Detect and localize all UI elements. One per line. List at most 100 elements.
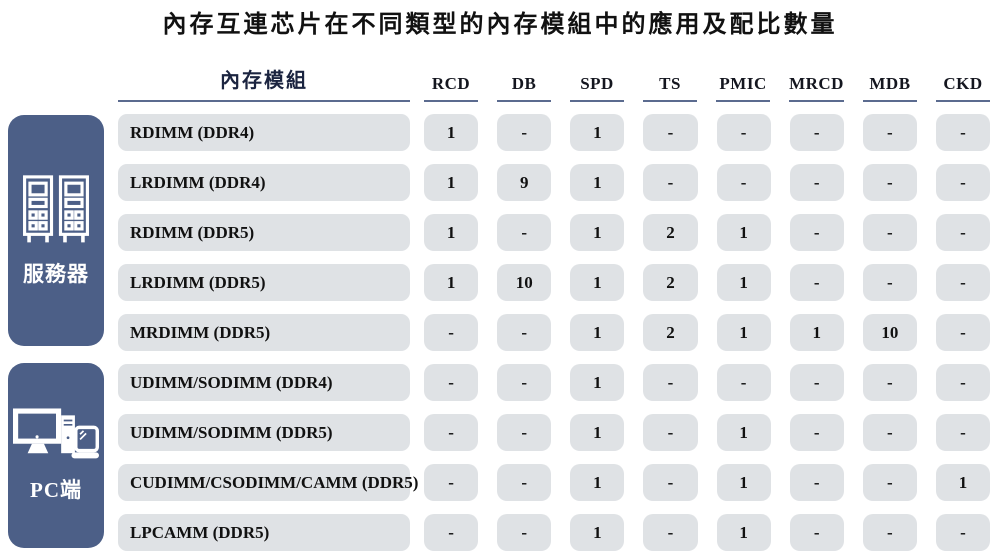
value-cell: -	[935, 114, 990, 151]
value-cell: -	[862, 214, 917, 251]
value-cell: -	[497, 214, 552, 251]
value-cell: -	[497, 114, 552, 151]
value-cell: 1	[570, 264, 625, 301]
table-rows: RDIMM (DDR4) 1-1- - - - - LRDIMM (DDR4) 1 9 1- - - -…	[118, 114, 990, 551]
value-cell: -	[497, 364, 552, 401]
row-cells: --1-1---	[424, 414, 990, 451]
value-cell: 1	[716, 214, 771, 251]
value-cell: -	[424, 364, 479, 401]
module-label: MRDIMM (DDR5)	[118, 314, 410, 351]
table-row: MRDIMM (DDR5) - -1 2 1 1 10-	[118, 314, 990, 351]
sidebar-group-pc-label: PC端	[30, 477, 82, 502]
table-row: LRDIMM (DDR4) 1 9 1- - - - -	[118, 164, 990, 201]
value-cell: 1	[789, 314, 844, 351]
table-header-row: 內存模組 RCD DB SPD TS PMIC MRCD MDB CKD	[118, 64, 990, 102]
row-cells: --1-1--1	[424, 464, 990, 501]
module-label: CUDIMM/CSODIMM/CAMM (DDR5)	[118, 464, 418, 501]
module-column-header: 內存模組	[118, 64, 410, 102]
chip-headers: RCD DB SPD TS PMIC MRCD MDB CKD	[424, 74, 990, 102]
chip-column-header: CKD	[935, 74, 990, 102]
value-cell: -	[789, 164, 844, 201]
value-cell: -	[424, 314, 479, 351]
module-label: RDIMM (DDR5)	[118, 214, 410, 251]
value-cell: -	[862, 114, 917, 151]
value-cell: -	[497, 464, 552, 501]
value-cell: -	[935, 314, 990, 351]
value-cell: 2	[643, 264, 698, 301]
value-cell: -	[862, 164, 917, 201]
value-cell: -	[862, 264, 917, 301]
value-cell: 1	[424, 114, 479, 151]
value-cell: -	[716, 114, 771, 151]
value-cell: -	[935, 214, 990, 251]
table-row: UDIMM/SODIMM (DDR4) - -1- - - - -	[118, 364, 990, 401]
chip-column-header: TS	[643, 74, 698, 102]
table-row: RDIMM (DDR4) 1-1- - - - -	[118, 114, 990, 151]
page-title: 內存互連芯片在不同類型的內存模組中的應用及配比數量	[162, 11, 838, 38]
value-cell: 1	[570, 464, 625, 501]
table-row: LRDIMM (DDR5) 1 10 1 2 1- - -	[118, 264, 990, 301]
table-row: RDIMM (DDR5) 1-1 2 1- - -	[118, 214, 990, 251]
module-label: LPCAMM (DDR5)	[118, 514, 410, 551]
module-label: UDIMM/SODIMM (DDR4)	[118, 364, 410, 401]
value-cell: 1	[424, 164, 479, 201]
value-cell: -	[789, 514, 844, 551]
module-label: UDIMM/SODIMM (DDR5)	[118, 414, 410, 451]
value-cell: -	[716, 164, 771, 201]
value-cell: -	[862, 364, 917, 401]
value-cell: -	[935, 514, 990, 551]
value-cell: -	[935, 164, 990, 201]
value-cell: 1	[424, 214, 479, 251]
value-cell: -	[862, 514, 917, 551]
table-row: CUDIMM/CSODIMM/CAMM (DDR5) - -1-1- -1	[118, 464, 990, 501]
module-label: LRDIMM (DDR5)	[118, 264, 410, 301]
chip-column-header: RCD	[424, 74, 479, 102]
module-chip-table: 內存模組 RCD DB SPD TS PMIC MRCD MDB CKD RDIMM (DDR…	[118, 64, 990, 551]
value-cell: 2	[643, 214, 698, 251]
row-cells: --1-1---	[424, 514, 990, 551]
value-cell: 1	[935, 464, 990, 501]
value-cell: -	[862, 464, 917, 501]
value-cell: -	[935, 264, 990, 301]
value-cell: 1	[570, 414, 625, 451]
value-cell: -	[424, 514, 479, 551]
value-cell: -	[789, 214, 844, 251]
value-cell: -	[497, 314, 552, 351]
value-cell: 1	[570, 514, 625, 551]
value-cell: -	[789, 414, 844, 451]
row-cells: 1-1-----	[424, 114, 990, 151]
chip-column-header: SPD	[570, 74, 625, 102]
row-cells: --1-----	[424, 364, 990, 401]
value-cell: 10	[497, 264, 552, 301]
chip-column-header: MDB	[862, 74, 917, 102]
value-cell: -	[716, 364, 771, 401]
value-cell: -	[935, 364, 990, 401]
value-cell: 1	[716, 514, 771, 551]
value-cell: -	[643, 514, 698, 551]
desktop-laptop-icon	[13, 407, 99, 458]
value-cell: -	[643, 164, 698, 201]
module-label: LRDIMM (DDR4)	[118, 164, 410, 201]
value-cell: 1	[570, 314, 625, 351]
sidebar-group-pc: PC端	[8, 363, 104, 548]
value-cell: -	[497, 414, 552, 451]
sidebar-group-server-label: 服務器	[23, 261, 89, 286]
value-cell: -	[935, 414, 990, 451]
table-row: LPCAMM (DDR5) - -1-1- - -	[118, 514, 990, 551]
value-cell: 10	[862, 314, 917, 351]
chip-column-header: DB	[497, 74, 552, 102]
value-cell: 1	[570, 164, 625, 201]
chip-column-header: PMIC	[716, 74, 771, 102]
server-rack-icon	[23, 174, 89, 242]
value-cell: 1	[716, 314, 771, 351]
value-cell: -	[789, 114, 844, 151]
chip-column-header: MRCD	[789, 74, 844, 102]
value-cell: -	[789, 264, 844, 301]
value-cell: -	[862, 414, 917, 451]
value-cell: -	[789, 464, 844, 501]
value-cell: 1	[716, 264, 771, 301]
value-cell: -	[424, 464, 479, 501]
value-cell: -	[424, 414, 479, 451]
